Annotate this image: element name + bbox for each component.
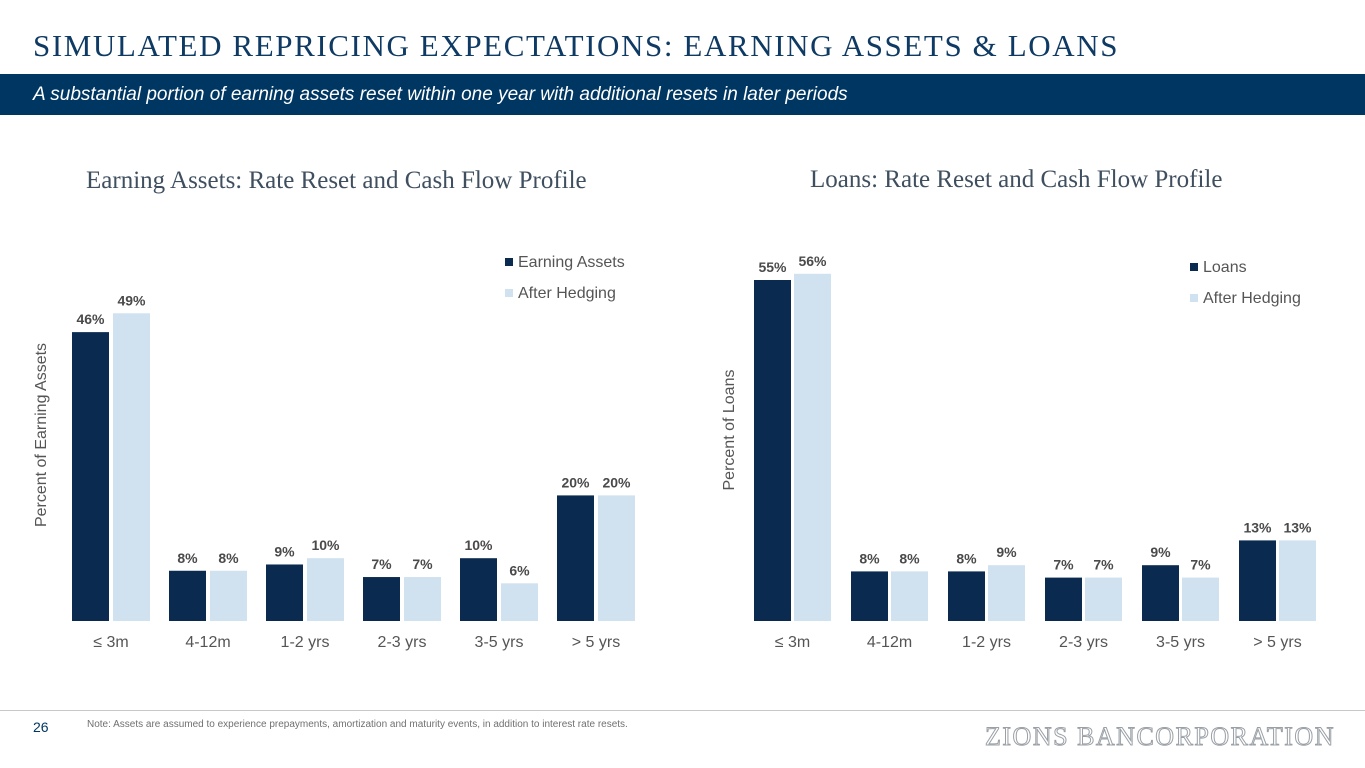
legend-entry: After Hedging (1203, 290, 1301, 307)
data-label: 56% (798, 253, 827, 269)
bar-after-hedging (210, 570, 247, 621)
x-tick-label: > 5 yrs (572, 634, 620, 651)
data-label: 13% (1283, 519, 1312, 535)
data-label: 8% (177, 550, 198, 566)
data-label: 7% (371, 556, 392, 572)
loans-chart: 55% 56% ≤ 3m 8% 8% 4-12m 8% 9% 1-2 yrs 7% 7% 2-3 yr… (721, 253, 1316, 651)
bar-after-hedging (404, 577, 441, 621)
data-label: 7% (1053, 557, 1074, 573)
x-tick-label: 2-3 yrs (378, 634, 427, 651)
data-label: 6% (509, 562, 530, 578)
bar-after-hedging (891, 571, 928, 621)
data-label: 7% (1190, 557, 1211, 573)
legend-swatch (1190, 294, 1198, 302)
data-label: 9% (996, 544, 1017, 560)
brand-logo: ZIONS BANCORPORATION (985, 722, 1335, 752)
bar-primary (72, 332, 109, 621)
bar-primary (1239, 540, 1276, 621)
legend-entry: Earning Assets (518, 254, 625, 271)
subtitle-banner: A substantial portion of earning assets … (0, 74, 1365, 115)
earning-assets-chart: 46% 49% ≤ 3m 8% 8% 4-12m 9% 10% 1-2 yrs 7% 7% 2-3 y… (33, 254, 635, 651)
bar-after-hedging (113, 313, 150, 621)
footer-divider (0, 710, 1365, 711)
bar-after-hedging (1279, 540, 1316, 621)
legend-swatch (505, 289, 513, 297)
x-tick-label: ≤ 3m (93, 634, 128, 651)
x-tick-label: > 5 yrs (1253, 634, 1301, 651)
bar-primary (948, 571, 985, 621)
data-label: 46% (76, 311, 105, 327)
data-label: 20% (602, 474, 631, 490)
data-label: 7% (1093, 557, 1114, 573)
data-label: 55% (758, 259, 787, 275)
data-label: 10% (464, 537, 493, 553)
bar-after-hedging (1182, 577, 1219, 621)
bar-after-hedging (307, 558, 344, 621)
data-label: 9% (1150, 544, 1171, 560)
bar-primary (460, 558, 497, 621)
bar-primary (1045, 577, 1082, 621)
legend-entry: After Hedging (518, 285, 616, 302)
legend-swatch (505, 258, 513, 266)
bar-after-hedging (501, 583, 538, 621)
data-label: 8% (899, 550, 920, 566)
bar-primary (266, 564, 303, 621)
legend-entry: Loans (1203, 259, 1247, 276)
y-axis-label: Percent of Earning Assets (33, 343, 50, 527)
bar-primary (851, 571, 888, 621)
bar-after-hedging (1085, 577, 1122, 621)
bar-primary (169, 570, 206, 621)
x-tick-label: 4-12m (867, 634, 912, 651)
x-tick-label: 4-12m (185, 634, 230, 651)
bar-after-hedging (598, 495, 635, 621)
data-label: 13% (1243, 519, 1272, 535)
data-label: 8% (218, 550, 239, 566)
subtitle-text: A substantial portion of earning assets … (33, 84, 848, 105)
data-label: 9% (274, 543, 295, 559)
page-title: SIMULATED REPRICING EXPECTATIONS: EARNIN… (33, 28, 1120, 63)
footnote: Note: Assets are assumed to experience p… (87, 719, 628, 730)
data-label: 8% (859, 550, 880, 566)
data-label: 8% (956, 550, 977, 566)
chart-title-earning-assets: Earning Assets: Rate Reset and Cash Flow… (86, 167, 587, 194)
data-label: 20% (561, 474, 590, 490)
y-axis-label: Percent of Loans (721, 370, 738, 491)
x-tick-label: 2-3 yrs (1059, 634, 1108, 651)
x-tick-label: 1-2 yrs (962, 634, 1011, 651)
legend-swatch (1190, 263, 1198, 271)
data-label: 10% (311, 537, 340, 553)
bar-primary (557, 495, 594, 621)
bar-after-hedging (988, 565, 1025, 621)
page-number: 26 (33, 719, 49, 735)
data-label: 49% (117, 292, 146, 308)
data-label: 7% (412, 556, 433, 572)
x-tick-label: 3-5 yrs (1156, 634, 1205, 651)
bar-primary (363, 577, 400, 621)
x-tick-label: 3-5 yrs (475, 634, 524, 651)
bar-after-hedging (794, 273, 831, 621)
chart-title-loans: Loans: Rate Reset and Cash Flow Profile (810, 166, 1223, 193)
x-tick-label: 1-2 yrs (281, 634, 330, 651)
bar-primary (1142, 565, 1179, 621)
bar-primary (754, 280, 791, 621)
x-tick-label: ≤ 3m (775, 634, 810, 651)
